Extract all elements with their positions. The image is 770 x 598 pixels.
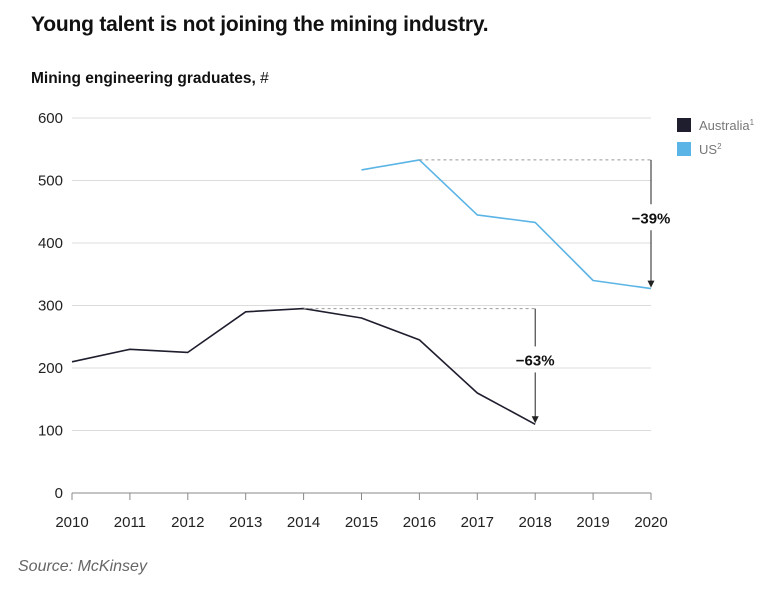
x-tick-label: 2017 xyxy=(461,514,494,531)
chart-title: Young talent is not joining the mining i… xyxy=(31,13,489,36)
axes: 0 100 200 300 400 500 600 2010 2011 2012 2013 2014 2… xyxy=(38,110,668,531)
annotation-arrowhead xyxy=(531,416,539,424)
annotation-arrowhead xyxy=(647,280,655,288)
legend-label-australia: Australia1 xyxy=(699,118,755,133)
chart-subtitle: Mining engineering graduates, # xyxy=(31,70,269,88)
legend-footnote-marker: 1 xyxy=(750,118,755,127)
annotation-label: −39% xyxy=(632,210,671,227)
legend-label-us: US2 xyxy=(699,142,722,157)
grid-lines xyxy=(72,117,651,431)
y-tick-label: 600 xyxy=(38,110,63,127)
annotation-label: −63% xyxy=(516,352,555,369)
x-tick-label: 2015 xyxy=(345,514,378,531)
annotations: −39% −63% xyxy=(303,159,671,424)
series-line-us xyxy=(361,159,652,290)
y-tick-label: 300 xyxy=(38,298,63,315)
y-tick-label: 200 xyxy=(38,360,63,377)
legend-footnote-marker: 2 xyxy=(717,142,722,151)
x-tick-label: 2010 xyxy=(55,514,88,531)
subtitle-text: Mining engineering graduates, xyxy=(31,70,256,87)
x-tick-label: 2014 xyxy=(287,514,320,531)
series-lines xyxy=(71,159,652,426)
x-tick-label: 2016 xyxy=(403,514,436,531)
y-tick-label: 500 xyxy=(38,173,63,190)
x-tick-label: 2013 xyxy=(229,514,262,531)
x-tick-label: 2012 xyxy=(171,514,204,531)
x-tick-label: 2019 xyxy=(576,514,609,531)
subtitle-unit: # xyxy=(260,70,269,87)
series-line-australia xyxy=(71,307,536,426)
legend: Australia1 US2 xyxy=(677,118,755,157)
source-note: Source: McKinsey xyxy=(18,558,147,575)
y-tick-label: 400 xyxy=(38,235,63,252)
y-tick-label: 0 xyxy=(55,485,63,502)
x-tick-label: 2020 xyxy=(634,514,667,531)
x-tick-label: 2018 xyxy=(519,514,552,531)
legend-swatch-australia xyxy=(677,118,691,132)
legend-swatch-us xyxy=(677,142,691,156)
y-tick-label: 100 xyxy=(38,423,63,440)
x-tick-label: 2011 xyxy=(114,514,146,531)
